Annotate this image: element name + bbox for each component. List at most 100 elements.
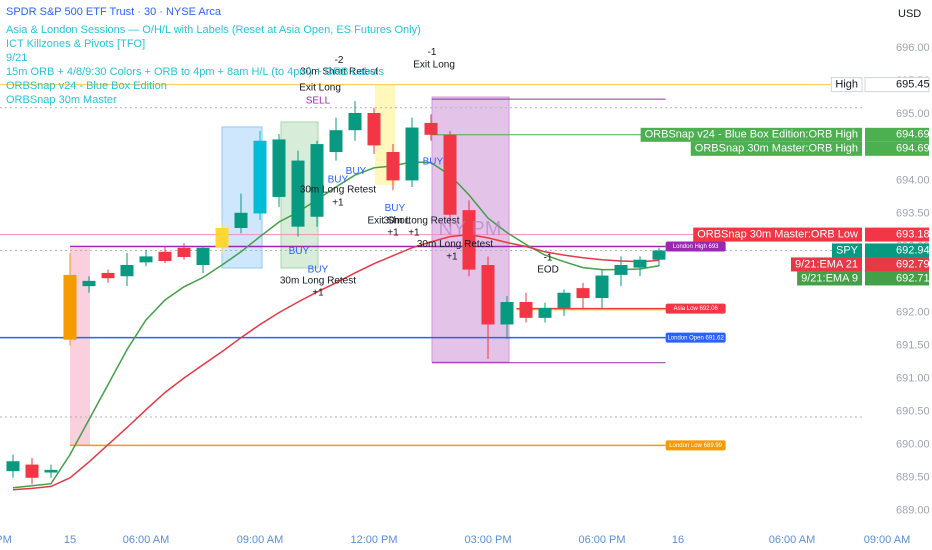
x-tick-label: 15 bbox=[64, 534, 76, 546]
candle-body bbox=[462, 210, 476, 270]
candle-body bbox=[424, 122, 438, 135]
candle-body bbox=[348, 113, 362, 131]
annotation: 30m Long Retest bbox=[417, 239, 493, 250]
price-tag-name: High bbox=[835, 78, 858, 90]
session-tag bbox=[665, 332, 726, 343]
candle-body bbox=[614, 264, 628, 275]
session-label: London Open 691.62 bbox=[667, 335, 724, 341]
y-tick-label: 693.50 bbox=[896, 207, 930, 219]
annotation: 30m Long Retest bbox=[300, 184, 376, 195]
session-label: London High 693 bbox=[673, 244, 719, 250]
candle-body bbox=[272, 139, 286, 197]
ema-line bbox=[12, 161, 660, 489]
candle-body bbox=[576, 288, 590, 299]
candle-body bbox=[481, 264, 495, 325]
axes: 689.00 689.50 690.00 690.50 691.00 691.50 692.… bbox=[0, 42, 930, 546]
indicator-label: ORBSnap v24 - Blue Box Edition bbox=[6, 80, 167, 92]
candle-body bbox=[82, 280, 96, 287]
annotation: Exit Short bbox=[368, 215, 412, 226]
candle-body bbox=[120, 264, 134, 277]
candle-body bbox=[519, 301, 533, 318]
price-tag-name-box bbox=[693, 227, 862, 242]
annotation: BUY bbox=[308, 264, 329, 275]
candle-body bbox=[557, 292, 571, 308]
annotation: +1 bbox=[408, 227, 420, 238]
annotation: NY PM bbox=[438, 218, 501, 240]
indicator-label: ICT Killzones & Pivots [TFO] bbox=[6, 38, 145, 50]
price-tag-value: 692.79 bbox=[896, 258, 930, 270]
chart-title: SPDR S&P 500 ETF Trust · 30 · NYSE Arca bbox=[6, 6, 222, 18]
annotation: BUY bbox=[385, 203, 406, 214]
session-tag bbox=[665, 440, 726, 451]
price-tag-value-box bbox=[865, 141, 929, 156]
candle-body bbox=[253, 140, 267, 214]
session-label: Asia Low 692.06 bbox=[673, 306, 718, 312]
annotation: +1 bbox=[446, 252, 458, 263]
price-tag-value: 692.71 bbox=[896, 272, 930, 284]
price-tag-name: SPY bbox=[836, 244, 859, 256]
candle-body bbox=[329, 130, 343, 152]
price-tag-value: 694.69 bbox=[896, 129, 930, 141]
price-tag-name: 9/21:EMA 9 bbox=[801, 272, 858, 284]
annotation: -1 bbox=[544, 252, 553, 263]
annotation: 30m Long Retest bbox=[383, 215, 459, 226]
legend: SPDR S&P 500 ETF Trust · 30 · NYSE Arca … bbox=[6, 6, 421, 106]
annotation: BUY bbox=[289, 246, 310, 257]
annotation: EOD bbox=[537, 264, 559, 275]
y-tick-label: 692.00 bbox=[896, 306, 930, 318]
indicator-label: ORBSnap 30m Master bbox=[6, 94, 117, 106]
y-tick-label: 694.00 bbox=[896, 174, 930, 186]
price-tags: High 695.45 ORBSnap v24 - Blue Box Edition… bbox=[640, 77, 930, 286]
indicator-label: Asia & London Sessions — O/H/L with Labe… bbox=[6, 24, 421, 36]
annotation: Exit Long bbox=[299, 83, 341, 94]
annotation: BUY bbox=[328, 174, 349, 185]
price-tag-name-box bbox=[831, 243, 862, 258]
y-tick-label: 696.00 bbox=[896, 42, 930, 54]
price-tag-name-box bbox=[797, 271, 862, 286]
ema-line bbox=[12, 233, 660, 491]
price-tag-name-box bbox=[830, 77, 863, 93]
x-tick-label: 06:00 AM bbox=[769, 534, 815, 546]
candle-body bbox=[367, 113, 381, 146]
currency: USD bbox=[898, 8, 921, 20]
price-tag-name: 9/21:EMA 21 bbox=[795, 258, 858, 270]
annotation: 30m Long Retest bbox=[280, 275, 356, 286]
candle-body bbox=[386, 151, 400, 181]
annotation: +1 bbox=[332, 198, 344, 209]
price-tag-value: 695.45 bbox=[896, 78, 930, 90]
candle-body bbox=[158, 251, 172, 262]
candle-body bbox=[25, 464, 39, 478]
price-tag-name-box bbox=[640, 127, 862, 142]
annotation: +1 bbox=[387, 227, 399, 238]
annotation: +1 bbox=[312, 287, 324, 298]
candle-body bbox=[177, 247, 191, 258]
x-tick-label: 06:00 PM bbox=[578, 534, 625, 546]
annotation: BUY bbox=[346, 166, 367, 177]
x-tick-label: 09:00 AM bbox=[237, 534, 283, 546]
price-tag-value-box bbox=[865, 243, 929, 258]
candle-body bbox=[310, 144, 324, 217]
price-tag-value-box bbox=[865, 257, 929, 272]
y-tick-label: 695.00 bbox=[896, 108, 930, 120]
y-tick-label: 691.50 bbox=[896, 340, 930, 352]
candle-body bbox=[196, 247, 210, 265]
x-tick-label: PM bbox=[0, 534, 12, 546]
price-tag-name-box bbox=[791, 257, 862, 272]
session-tag bbox=[665, 241, 726, 252]
y-tick-label: 689.50 bbox=[896, 472, 930, 484]
y-tick-label: 690.00 bbox=[896, 439, 930, 451]
session-label: London Low 689.99 bbox=[669, 443, 722, 449]
candle-body bbox=[6, 461, 20, 472]
price-tag-value-box bbox=[865, 271, 929, 286]
y-tick-label: 689.00 bbox=[896, 505, 930, 517]
price-tag-name: ORBSnap 30m Master:ORB High bbox=[695, 143, 858, 155]
session-tag bbox=[665, 303, 726, 314]
candle-body bbox=[44, 469, 58, 473]
candle-body bbox=[63, 274, 77, 340]
candle-body bbox=[234, 212, 248, 228]
price-tag-value-box bbox=[865, 127, 929, 142]
indicator-label: 15m ORB + 4/8/9:30 Colors + ORB to 4pm +… bbox=[6, 66, 385, 78]
price-tag-value: 693.18 bbox=[896, 228, 930, 240]
